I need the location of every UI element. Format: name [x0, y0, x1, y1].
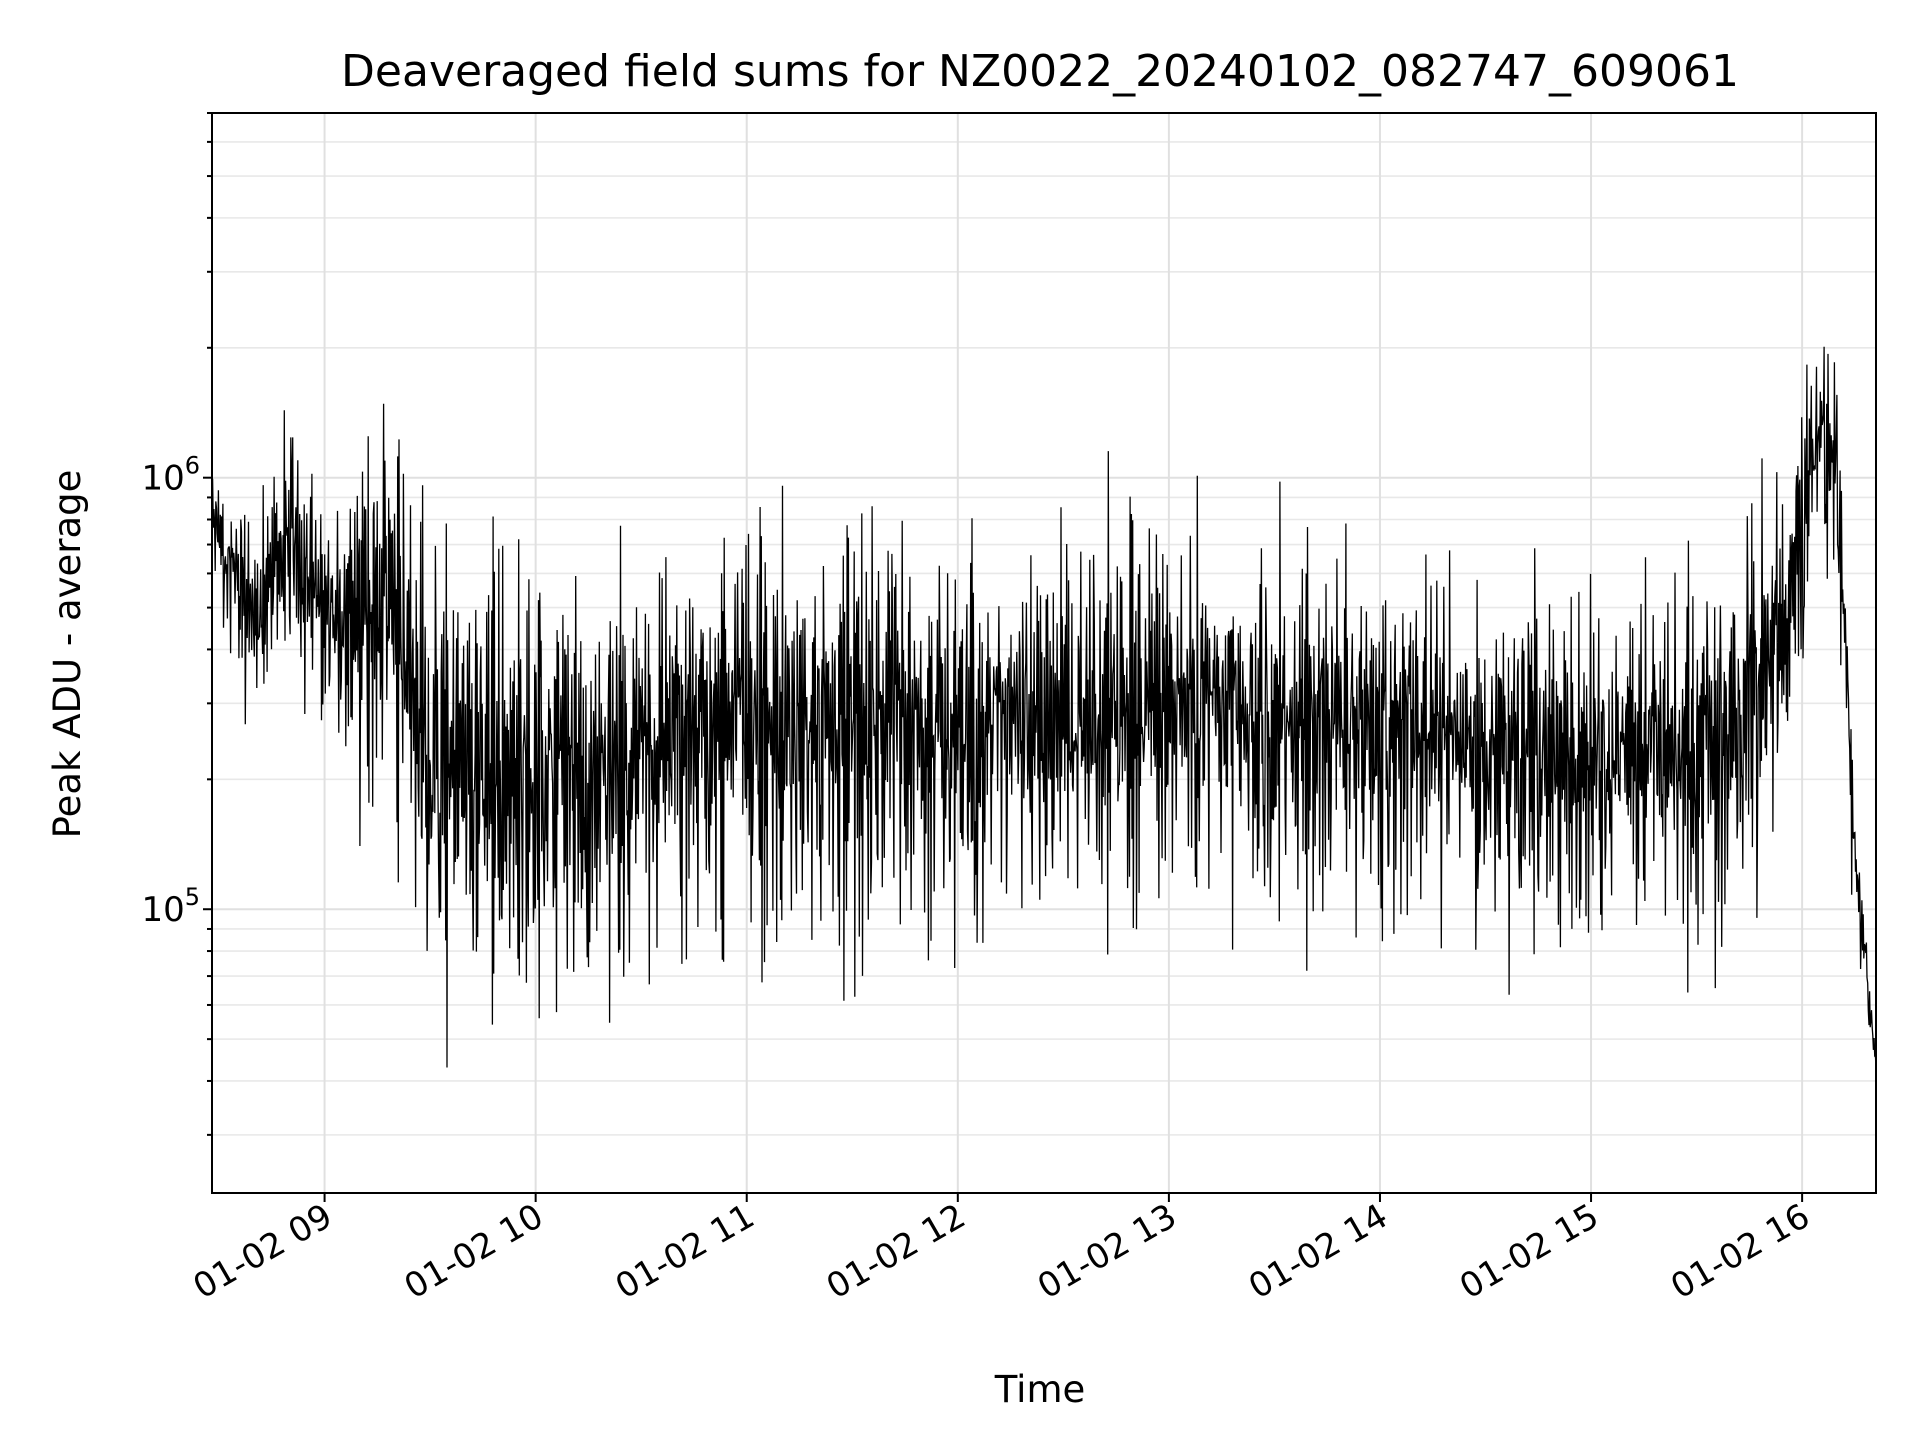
axes-frame	[211, 112, 1877, 1194]
y-ticks: 105 106	[141, 112, 212, 1136]
x-tick-label: 01-02 14	[1242, 1196, 1394, 1307]
x-ticks: 01-02 09 01-02 10 01-02 11 01-02 12 01-02 13…	[187, 1193, 1817, 1307]
x-tick-label: 01-02 09	[187, 1196, 339, 1307]
x-tick-label: 01-02 10	[398, 1196, 550, 1307]
x-axis-label: Time	[994, 1368, 1086, 1411]
y-tick-label: 106	[141, 452, 200, 499]
x-tick-label: 01-02 12	[820, 1196, 972, 1307]
series-line	[211, 346, 1877, 1072]
y-axis-label: Peak ADU - average	[46, 470, 89, 839]
x-tick-label: 01-02 16	[1664, 1196, 1816, 1307]
x-tick-label: 01-02 11	[609, 1196, 761, 1307]
y-tick-label: 105	[141, 883, 200, 930]
grid-layer	[212, 112, 1876, 1193]
x-tick-label: 01-02 15	[1453, 1196, 1605, 1307]
chart-title: Deaveraged field sums for NZ0022_2024010…	[341, 46, 1739, 97]
x-tick-label: 01-02 13	[1031, 1196, 1183, 1307]
